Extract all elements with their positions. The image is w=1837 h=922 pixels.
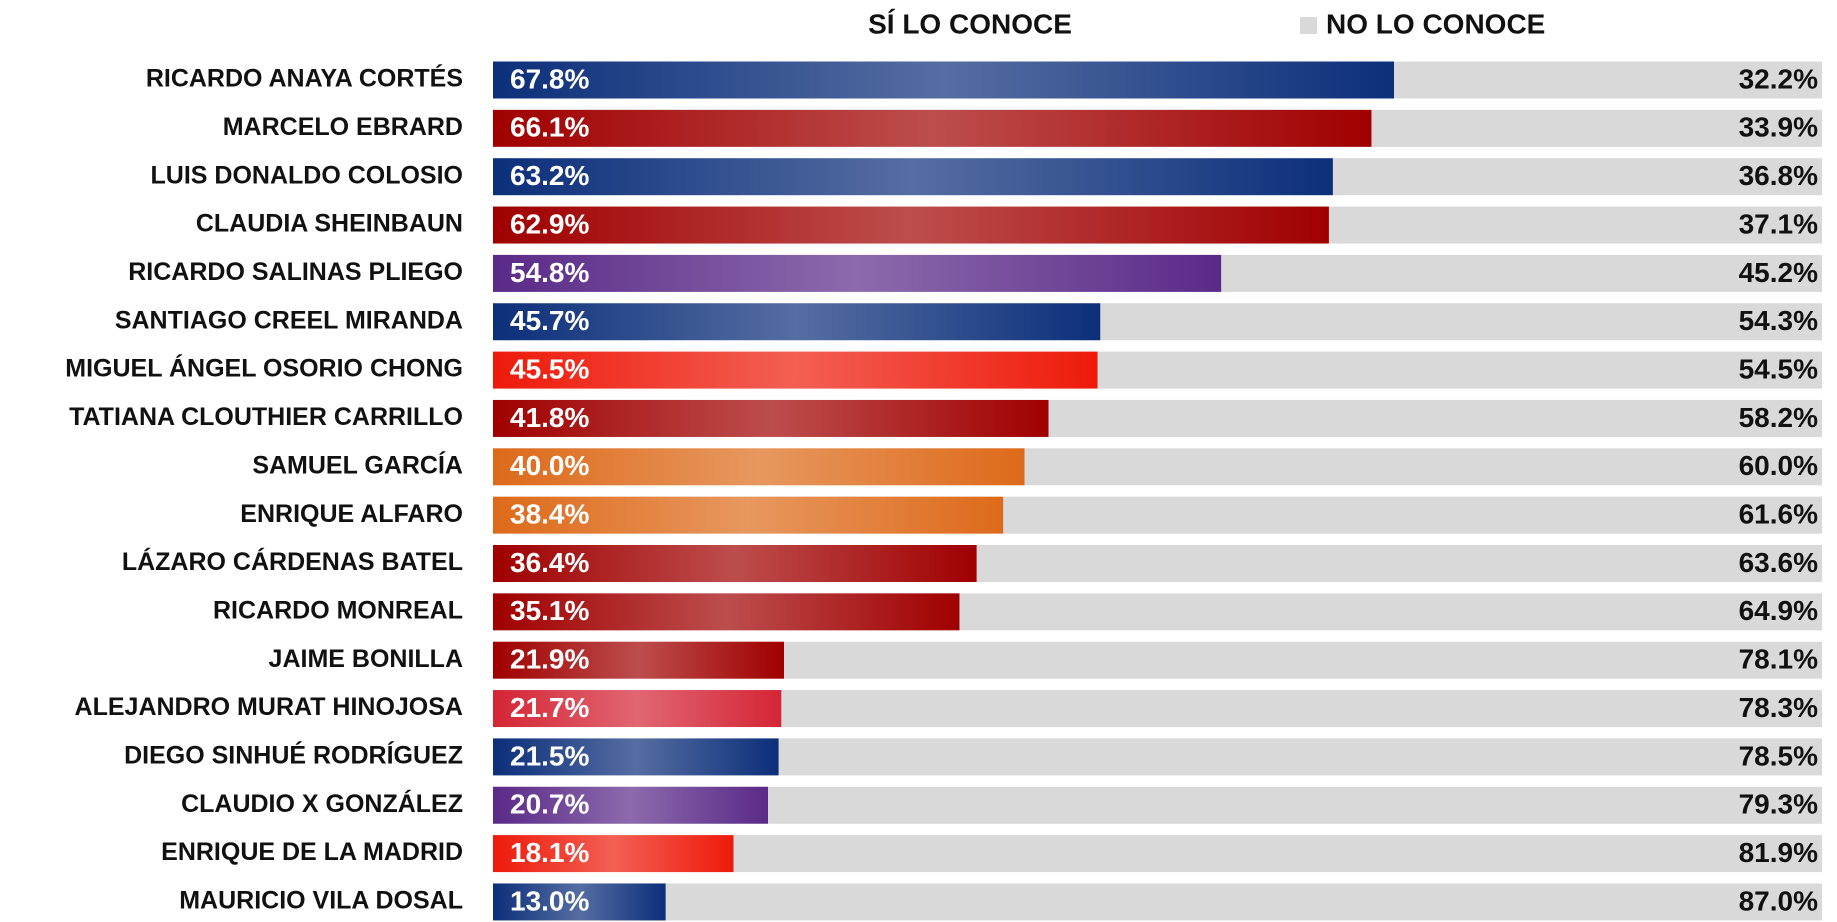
category-label: CLAUDIA SHEINBAUN <box>196 210 463 238</box>
value-label: 60.0% <box>1739 450 1818 481</box>
category-label: ENRIQUE ALFARO <box>240 500 463 528</box>
value-label: 33.9% <box>1739 112 1818 143</box>
value-label: 20.7% <box>510 789 589 820</box>
bar-segment <box>665 883 1822 921</box>
bar-segment <box>784 641 1822 679</box>
category-label: RICARDO ANAYA CORTÉS <box>146 64 463 93</box>
category-label: LUIS DONALDO COLOSIO <box>151 161 464 189</box>
value-label: 36.8% <box>1739 160 1818 191</box>
bar-segment <box>1003 496 1822 534</box>
category-label: TATIANA CLOUTHIER CARRILLO <box>69 403 463 431</box>
bar-segment <box>1394 61 1822 99</box>
value-label: 18.1% <box>510 837 589 868</box>
bar-segment <box>733 835 1822 873</box>
bar-segment <box>976 545 1822 582</box>
bar-segment <box>493 206 1329 244</box>
value-label: 61.6% <box>1739 499 1818 530</box>
bar-segment <box>1328 206 1822 244</box>
bar-segment <box>1332 158 1822 196</box>
value-label: 78.3% <box>1739 692 1818 723</box>
bar-segment <box>493 835 734 873</box>
value-label: 36.4% <box>510 547 589 578</box>
bar-segment <box>493 254 1222 292</box>
value-label: 79.3% <box>1739 789 1818 820</box>
value-label: 54.8% <box>510 257 589 288</box>
value-label: 62.9% <box>510 208 589 239</box>
category-label: SAMUEL GARCÍA <box>252 450 463 479</box>
value-label: 45.5% <box>510 353 589 384</box>
bar-segment <box>493 303 1101 341</box>
bar-segment <box>1097 351 1822 389</box>
value-label: 66.1% <box>510 112 589 143</box>
value-label: 81.9% <box>1739 837 1818 868</box>
category-label: SANTIAGO CREEL MIRANDA <box>115 306 463 334</box>
bar-segment <box>781 690 1822 728</box>
value-label: 45.7% <box>510 305 589 336</box>
value-label: 32.2% <box>1739 63 1818 94</box>
value-label: 64.9% <box>1739 595 1818 626</box>
category-label: ENRIQUE DE LA MADRID <box>161 838 463 866</box>
value-label: 63.2% <box>510 160 589 191</box>
value-label: 54.5% <box>1739 353 1818 384</box>
value-label: 41.8% <box>510 402 589 433</box>
value-label: 21.7% <box>510 692 589 723</box>
category-label: ALEJANDRO MURAT HINOJOSA <box>75 693 463 721</box>
legend-swatch <box>1300 17 1317 34</box>
value-label: 21.9% <box>510 644 589 675</box>
category-label: RICARDO MONREAL <box>213 596 463 624</box>
value-label: 45.2% <box>1739 257 1818 288</box>
bar-segment <box>493 109 1372 147</box>
bar-segment <box>493 61 1395 99</box>
category-label: RICARDO SALINAS PLIEGO <box>128 258 463 286</box>
value-label: 87.0% <box>1739 885 1818 916</box>
value-label: 38.4% <box>510 499 589 530</box>
bar-segment <box>493 399 1049 437</box>
bar-segment <box>493 690 782 728</box>
bar-segment <box>1048 399 1822 437</box>
legend-label: SÍ LO CONOCE <box>868 8 1072 39</box>
bar-segment <box>493 448 1025 486</box>
legend-label: NO LO CONOCE <box>1326 8 1545 39</box>
bar-segment <box>493 786 769 824</box>
bar-segment <box>493 593 960 631</box>
value-label: 21.5% <box>510 740 589 771</box>
bar-segment <box>493 883 666 921</box>
category-label: MIGUEL ÁNGEL OSORIO CHONG <box>65 354 463 383</box>
value-label: 63.6% <box>1739 547 1818 578</box>
value-label: 78.1% <box>1739 644 1818 675</box>
bar-segment <box>493 738 779 776</box>
bar-segment <box>1221 254 1822 292</box>
bar-segment <box>493 496 1004 534</box>
value-label: 40.0% <box>510 450 589 481</box>
category-label: DIEGO SINHUÉ RODRÍGUEZ <box>124 741 463 770</box>
bar-segment <box>493 641 785 679</box>
value-label: 54.3% <box>1739 305 1818 336</box>
value-label: 58.2% <box>1739 402 1818 433</box>
bar-segment <box>1100 303 1822 341</box>
category-label: CLAUDIO X GONZÁLEZ <box>181 789 463 818</box>
bar-segment <box>493 545 977 582</box>
category-label: MAURICIO VILA DOSAL <box>179 887 463 915</box>
bar-segment <box>1024 448 1822 486</box>
value-label: 67.8% <box>510 63 589 94</box>
bar-segment <box>1371 109 1822 147</box>
category-label: LÁZARO CÁRDENAS BATEL <box>122 547 463 576</box>
bar-segment <box>493 158 1333 196</box>
category-label: JAIME BONILLA <box>269 645 463 673</box>
value-label: 78.5% <box>1739 740 1818 771</box>
bar-segment <box>768 786 1822 824</box>
value-label: 37.1% <box>1739 208 1818 239</box>
bar-segment <box>778 738 1822 776</box>
value-label: 13.0% <box>510 885 589 916</box>
category-label: MARCELO EBRARD <box>223 113 463 141</box>
bar-segment <box>959 593 1822 631</box>
value-label: 35.1% <box>510 595 589 626</box>
bar-segment <box>493 351 1098 389</box>
